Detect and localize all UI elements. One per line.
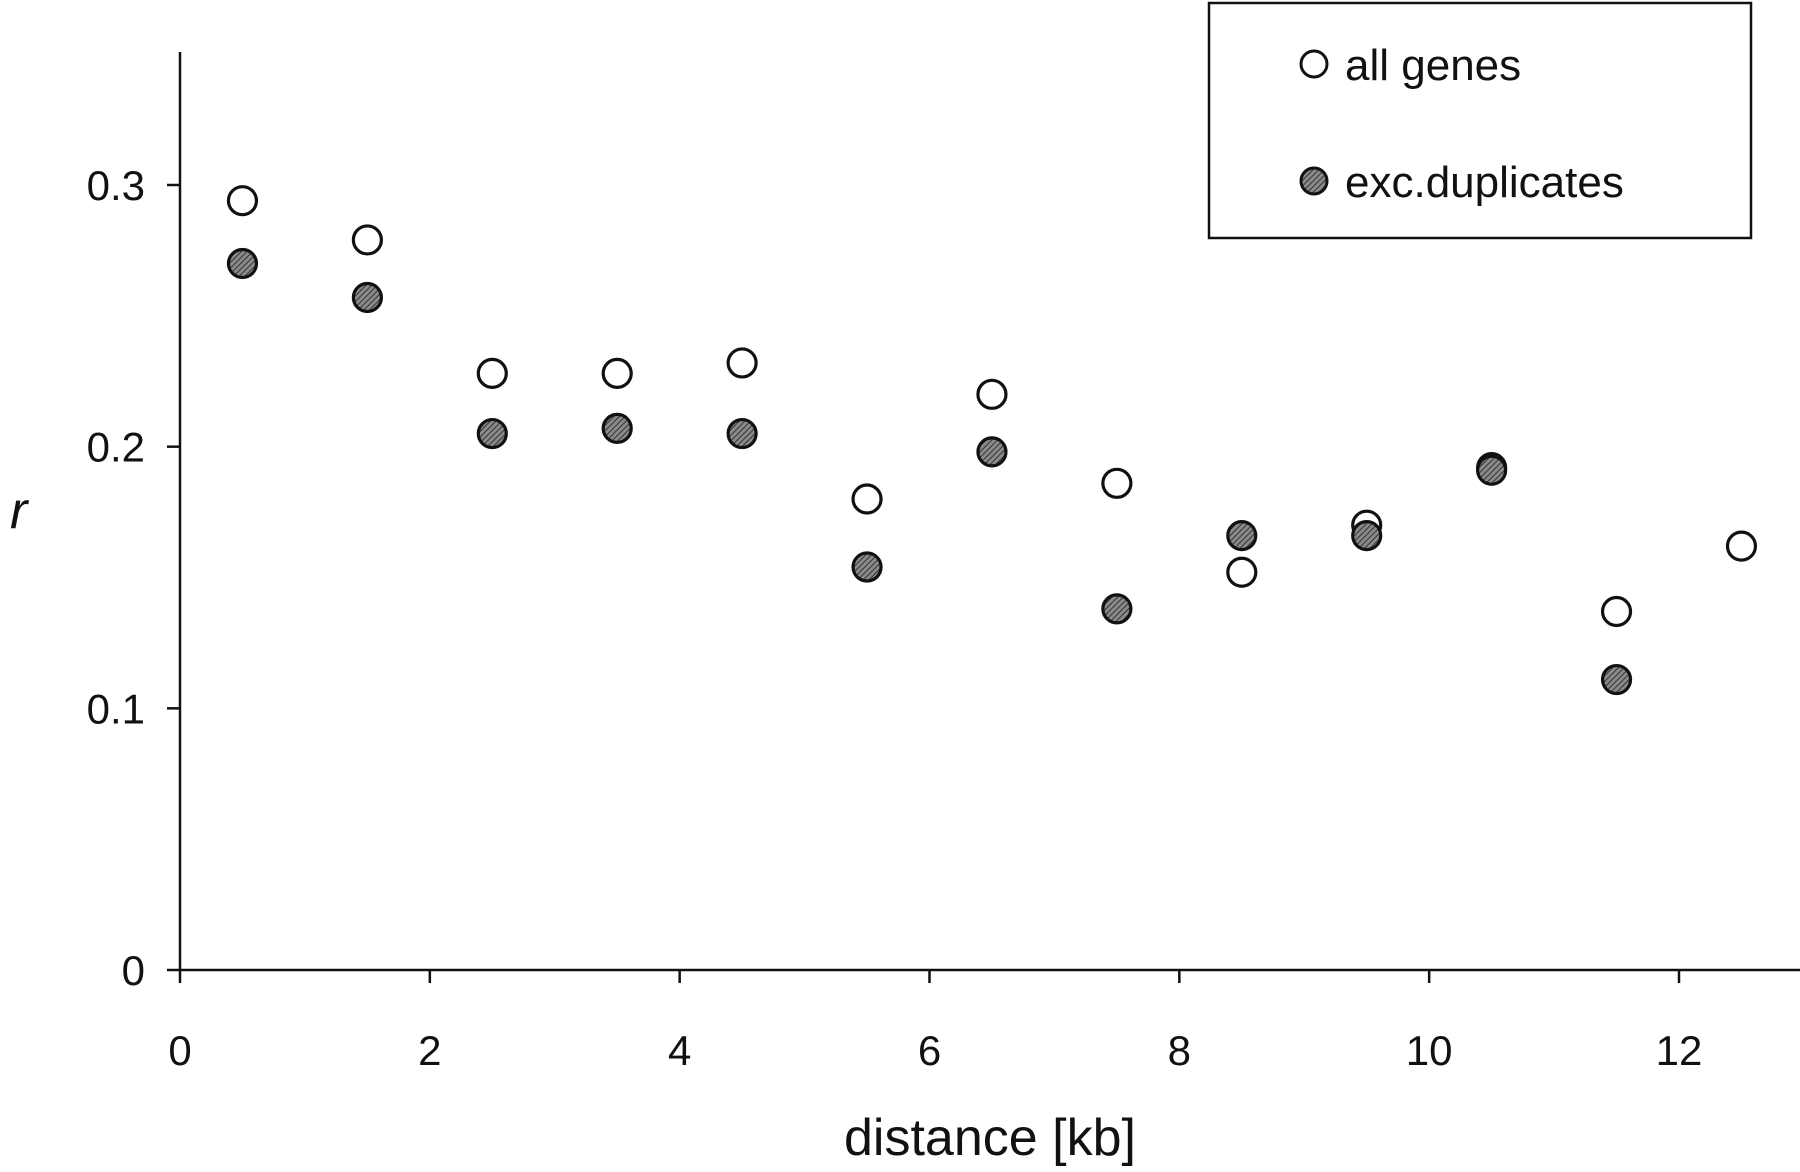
point-exc-duplicates (1600, 663, 1633, 696)
x-tick-label: 6 (918, 1027, 941, 1074)
y-tick-label: 0.1 (87, 685, 145, 732)
y-axis-label: r (10, 482, 30, 540)
x-tick-label: 4 (668, 1027, 691, 1074)
x-tick-label: 0 (168, 1027, 191, 1074)
point-exc-duplicates (1351, 520, 1383, 552)
point-exc-duplicates (601, 412, 633, 444)
point-exc-duplicates (976, 436, 1008, 468)
legend-label-exc-duplicates: exc.duplicates (1345, 158, 1624, 207)
x-tick-label: 8 (1168, 1027, 1191, 1074)
legend-marker-exc-duplicates (1299, 166, 1329, 196)
point-all-genes (1725, 530, 1758, 562)
y-tick-label: 0.3 (87, 162, 145, 209)
point-exc-duplicates (851, 551, 883, 583)
point-all-genes (726, 347, 758, 379)
x-tick-label: 2 (418, 1027, 441, 1074)
point-exc-duplicates (476, 417, 508, 450)
x-axis-label: distance [kb] (844, 1109, 1136, 1167)
y-tick-label: 0.2 (87, 424, 145, 471)
legend-label-all-genes: all genes (1345, 41, 1521, 90)
point-exc-duplicates (1226, 520, 1258, 552)
point-all-genes (1600, 595, 1633, 628)
y-tick-label: 0 (122, 947, 145, 994)
point-all-genes (1226, 556, 1258, 588)
point-exc-duplicates (226, 247, 259, 280)
legend-box (1207, 1, 1753, 240)
point-all-genes (226, 185, 259, 217)
point-exc-duplicates (351, 281, 383, 314)
y-ticks: 0 0.1 0.2 0.3 (87, 162, 180, 994)
axes (178, 52, 1800, 972)
point-all-genes (1101, 467, 1133, 499)
point-all-genes (976, 378, 1008, 410)
point-all-genes (601, 357, 633, 389)
point-all-genes (851, 483, 883, 515)
point-exc-duplicates (1476, 454, 1508, 486)
point-exc-duplicates (726, 417, 758, 450)
x-tick-label: 12 (1656, 1027, 1703, 1074)
data-points (226, 185, 1758, 696)
legend-marker-all-genes (1299, 49, 1329, 79)
point-all-genes (476, 357, 508, 389)
point-exc-duplicates (1101, 593, 1133, 625)
point-all-genes (351, 224, 383, 256)
legend: all genes exc.duplicates (1207, 1, 1753, 240)
x-ticks: 0 2 4 6 8 10 12 (168, 970, 1702, 1074)
x-tick-label: 10 (1406, 1027, 1453, 1074)
